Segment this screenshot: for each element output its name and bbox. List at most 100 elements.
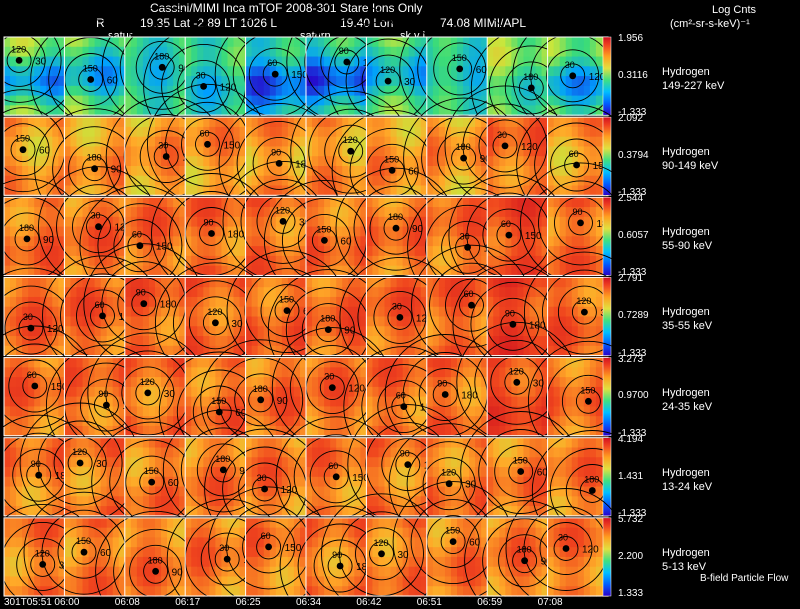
pixel [408, 287, 416, 298]
pixel [354, 496, 361, 507]
contour-line [538, 180, 623, 266]
pixel [10, 377, 17, 388]
pixel [577, 76, 585, 87]
pixel [408, 175, 416, 187]
pixel [233, 447, 241, 458]
pixel [148, 226, 156, 237]
pixel [414, 316, 422, 327]
pixel [209, 437, 216, 449]
pixel [64, 185, 72, 196]
pixel [318, 37, 325, 48]
pixel [227, 467, 235, 478]
pixel [360, 156, 367, 167]
pixel [142, 496, 150, 507]
pixel [547, 37, 555, 48]
pixel [402, 277, 410, 288]
pixel [179, 486, 186, 497]
pixel [142, 95, 150, 106]
pixel [559, 66, 567, 77]
pixel [293, 406, 301, 417]
pixel [58, 46, 65, 58]
pixel [547, 216, 555, 228]
pixel [577, 255, 585, 267]
pixel [481, 165, 488, 177]
pixel [583, 316, 591, 327]
pixel [396, 126, 404, 138]
pixel [306, 146, 313, 157]
pixel [517, 396, 525, 408]
pixel [475, 326, 482, 337]
pixel [469, 146, 476, 157]
pixel [263, 175, 271, 187]
pixel [197, 105, 204, 116]
pixel [493, 37, 500, 48]
pixel [390, 236, 398, 247]
pixel [148, 136, 156, 148]
pixel [40, 236, 47, 247]
pixel [191, 165, 198, 177]
pixel [251, 207, 259, 218]
pixel [438, 336, 446, 347]
pixel [475, 386, 482, 398]
pixel [589, 246, 597, 257]
pixel [372, 236, 380, 247]
contour-line [0, 123, 50, 177]
pixel [58, 226, 65, 237]
pixel [16, 197, 23, 208]
pixel [34, 386, 41, 398]
pixel [215, 416, 223, 427]
pixel [275, 46, 283, 58]
pixel [457, 336, 464, 347]
pixel [263, 336, 271, 347]
pixel [136, 345, 144, 357]
pixel [233, 236, 241, 247]
pixel [16, 377, 23, 388]
pixel [408, 46, 416, 58]
pixel [499, 357, 506, 368]
pixel [82, 357, 90, 368]
pixel [444, 165, 452, 177]
pixel [28, 396, 35, 408]
pixel [124, 156, 132, 167]
pixel [82, 396, 90, 408]
pixel [360, 226, 367, 237]
field-dot [15, 57, 23, 64]
pixel [595, 246, 603, 257]
pixel [28, 277, 35, 288]
pixel [257, 226, 265, 237]
pixel [330, 287, 337, 298]
pixel [148, 416, 156, 427]
pixel [571, 277, 579, 288]
pixel [179, 76, 186, 87]
contour-line [181, 117, 234, 171]
pixel [269, 396, 277, 408]
pixel [161, 287, 168, 298]
pixel [444, 277, 452, 288]
pixel [239, 287, 247, 298]
pixel [330, 377, 337, 388]
pixel [577, 406, 585, 417]
pixel [155, 386, 162, 398]
pixel [148, 95, 156, 106]
pixel [463, 216, 470, 228]
pixel [517, 76, 525, 87]
pixel [287, 255, 295, 267]
pixel [34, 175, 41, 187]
pixel [269, 197, 277, 208]
pixel [40, 457, 47, 468]
pixel [324, 165, 331, 177]
pixel [378, 296, 386, 308]
pixel [384, 165, 392, 177]
pixel [517, 416, 525, 427]
pixel [481, 386, 488, 398]
pixel [384, 277, 392, 288]
pixel [179, 255, 186, 267]
pixel [257, 265, 265, 277]
pixel [221, 246, 229, 257]
pixel [275, 37, 283, 48]
pixel [275, 136, 283, 148]
contour-label: 90 [339, 46, 349, 56]
pixel [450, 265, 458, 277]
pixel [167, 287, 174, 298]
pixel [378, 336, 386, 347]
